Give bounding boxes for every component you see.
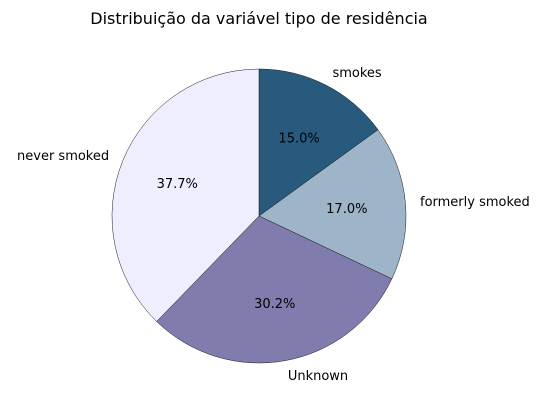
pct-label-smokes: 15.0% [278,131,319,146]
chart-title: Distribuição da variável tipo de residên… [90,9,427,28]
pie-slices [111,68,407,364]
pct-label-never-smoked: 37.7% [157,177,198,192]
pie-labels: 15.0% smokes 17.0% formerly smoked 30.2% Unkn… [17,66,530,384]
pct-label-unknown: 30.2% [254,297,295,312]
slice-never-smoked [111,68,260,322]
category-label-unknown: Unknown [288,369,348,384]
category-label-never-smoked: never smoked [17,149,109,164]
category-label-smokes: smokes [332,66,381,81]
slice-formerly-smoked [258,129,407,280]
category-label-formerly-smoked: formerly smoked [420,195,530,210]
pct-label-formerly-smoked: 17.0% [326,202,367,217]
slice-smokes [258,68,379,217]
slice-unknown [156,215,393,364]
